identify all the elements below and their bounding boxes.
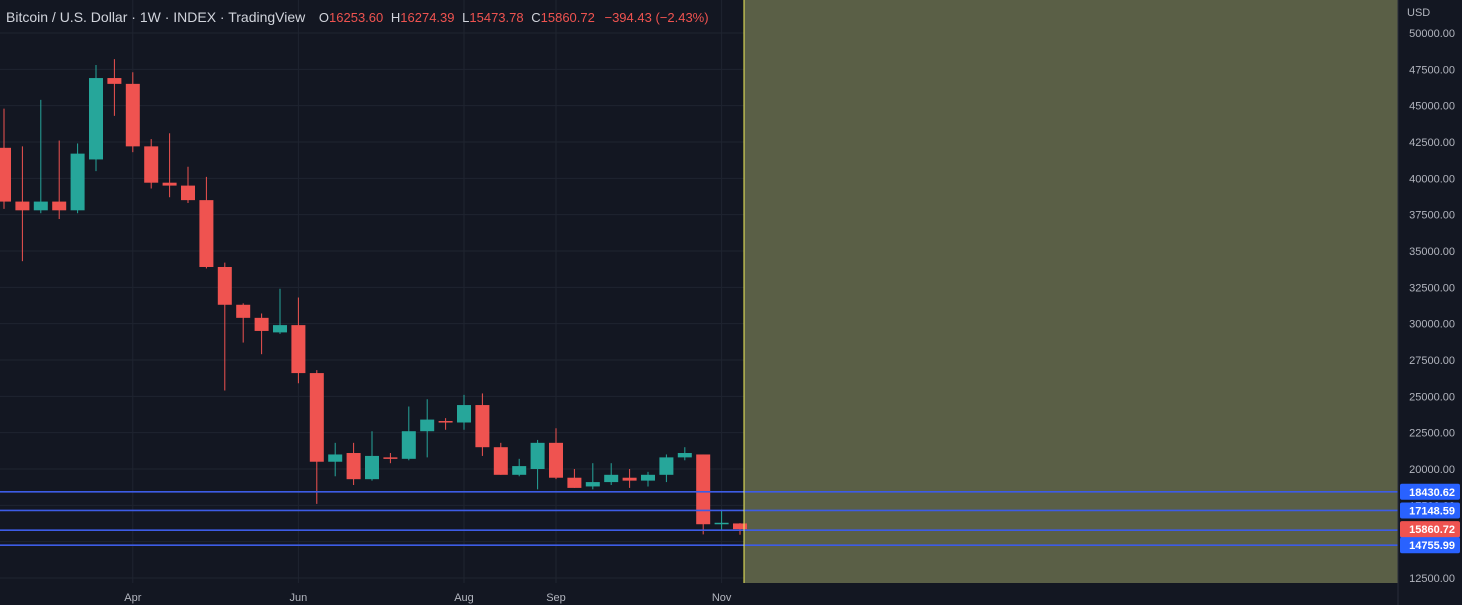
candle-body (254, 317, 269, 331)
candle-body (309, 373, 324, 462)
price-tick-label: 22500.00 (1409, 428, 1455, 440)
candle-body (530, 442, 545, 469)
price-badge (1400, 521, 1460, 538)
candle-body (346, 453, 361, 480)
candle-body (291, 325, 306, 374)
time-tick-label: Nov (712, 592, 732, 604)
price-tick-label: 50000.00 (1409, 28, 1455, 40)
price-tick-label: 32500.00 (1409, 282, 1455, 294)
candle-body (199, 200, 214, 267)
candle-body (493, 447, 508, 475)
candle-body (604, 474, 619, 483)
change-value: −394.43 (−2.43%) (604, 10, 709, 25)
candle-body (273, 325, 287, 333)
candle-body (144, 146, 159, 183)
time-tick-label: Sep (546, 592, 566, 604)
candle-body (383, 457, 398, 459)
price-tick-label: 20000.00 (1409, 464, 1455, 476)
high-value: 16274.39 (400, 10, 455, 25)
candles (0, 59, 747, 535)
price-tick-label: 27500.00 (1409, 355, 1455, 367)
candle-body (457, 405, 471, 423)
price-tick-label: 35000.00 (1409, 246, 1455, 258)
candle-body (125, 83, 140, 147)
candle-body (52, 201, 67, 211)
candle-body (512, 466, 527, 475)
candle-body (70, 153, 85, 211)
candle-body (0, 147, 11, 202)
candle-body (162, 182, 177, 186)
price-tick-label: 30000.00 (1409, 319, 1455, 331)
horizontal-lines[interactable] (0, 491, 1398, 547)
close-label: C (531, 10, 541, 25)
candle-body (236, 304, 251, 318)
candle-body (217, 266, 232, 305)
symbol-legend: Bitcoin / U.S. Dollar · 1W · INDEX · Tra… (6, 9, 709, 25)
time-tick-label: Apr (124, 592, 141, 604)
candle-body (89, 78, 103, 160)
price-tick-label: 42500.00 (1409, 137, 1455, 149)
open-label: O (318, 10, 330, 25)
price-tick-label: 12500.00 (1409, 573, 1455, 585)
low-label: L (462, 10, 470, 25)
price-tick-label: 47500.00 (1409, 64, 1455, 76)
candle-body (420, 419, 435, 432)
candle-body (181, 185, 195, 201)
candle-body (107, 78, 122, 84)
candle-body (567, 477, 582, 488)
time-axis-labels: Apr Jun Aug Sep Nov (124, 592, 732, 604)
time-tick-label: Aug (454, 592, 474, 604)
price-tick-label: 40000.00 (1409, 173, 1455, 185)
candle-body (585, 482, 600, 487)
candle-body (365, 455, 379, 480)
currency-label: USD (1407, 7, 1430, 19)
candle-body (622, 477, 637, 481)
candle-body (696, 454, 711, 525)
future-shaded-region (744, 0, 1398, 583)
close-value: 15860.72 (540, 10, 595, 25)
candle-body (475, 405, 490, 448)
candle-body (438, 421, 453, 423)
time-tick-label: Jun (290, 592, 308, 604)
candle-body (15, 201, 30, 211)
candle-body (714, 522, 729, 525)
price-tick-label: 45000.00 (1409, 101, 1455, 113)
candle-body (33, 201, 48, 211)
price-badge-label: 14755.99 (1409, 540, 1455, 552)
candle-body (677, 453, 692, 458)
candle-body (328, 454, 343, 462)
symbol-title[interactable]: Bitcoin / U.S. Dollar · 1W · INDEX · Tra… (6, 9, 306, 25)
high-label: H (390, 10, 401, 25)
time-axis[interactable] (0, 583, 1462, 605)
price-badge-label: 15860.72 (1409, 524, 1455, 536)
price-badge (1400, 537, 1460, 554)
candle-body (733, 523, 747, 530)
price-tick-label: 25000.00 (1409, 391, 1455, 403)
candle-body (641, 474, 655, 481)
price-badge (1400, 502, 1460, 519)
price-badge (1400, 483, 1460, 500)
price-tick-label: 37500.00 (1409, 210, 1455, 222)
price-badge-label: 17148.59 (1409, 505, 1455, 517)
open-value: 16253.60 (329, 10, 384, 25)
candle-body (659, 457, 674, 475)
low-value: 15473.78 (469, 10, 524, 25)
candle-body (401, 431, 416, 459)
candle-body (549, 442, 563, 478)
price-badge-label: 18430.62 (1409, 487, 1455, 499)
